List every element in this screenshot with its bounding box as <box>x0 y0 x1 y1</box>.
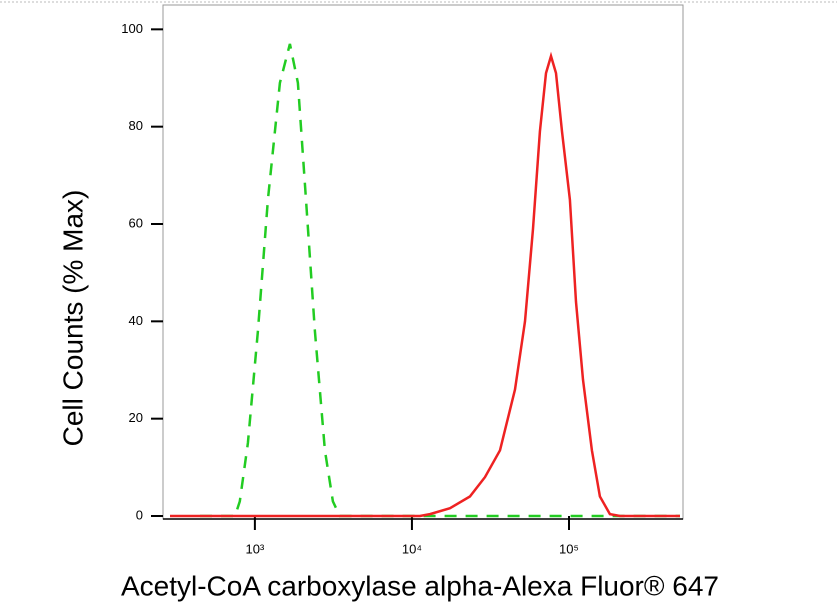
plot-frame <box>162 4 684 520</box>
x-tick-label: 10³ <box>245 541 264 556</box>
y-tick-label: 80 <box>129 118 143 133</box>
y-tick-label: 20 <box>129 410 143 425</box>
x-tick-label: 10⁵ <box>559 541 579 556</box>
series-line <box>200 43 680 518</box>
series-line <box>170 51 680 518</box>
y-tick-label: 60 <box>129 215 143 230</box>
x-tick-label: 10⁴ <box>402 541 422 556</box>
y-tick-label: 100 <box>121 21 143 36</box>
x-axis-label: Acetyl-CoA carboxylase alpha-Alexa Fluor… <box>121 570 719 601</box>
y-tick-label: 0 <box>136 507 143 522</box>
y-tick-label: 40 <box>129 313 143 328</box>
y-axis-label: Cell Counts (% Max) <box>57 190 88 447</box>
